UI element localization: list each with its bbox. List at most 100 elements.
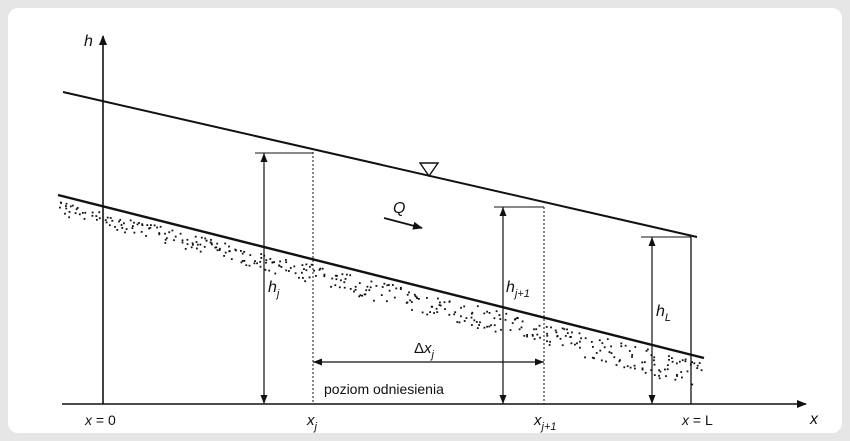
soil-dot xyxy=(305,269,308,272)
soil-dot xyxy=(365,289,368,292)
soil-dot xyxy=(453,313,456,316)
soil-dot xyxy=(564,335,567,337)
soil-dot xyxy=(570,336,572,338)
soil-dot xyxy=(81,212,84,214)
soil-dot xyxy=(349,288,352,290)
soil-dot xyxy=(65,205,67,207)
soil-dot xyxy=(218,249,221,251)
soil-dot xyxy=(241,260,244,262)
soil-dot xyxy=(619,359,621,361)
soil-dot xyxy=(301,264,304,266)
soil-dot xyxy=(196,247,198,250)
soil-dot xyxy=(196,243,199,246)
soil-dot xyxy=(359,294,362,297)
soil-dot xyxy=(554,329,557,332)
soil-dot xyxy=(68,211,71,213)
soil-dot xyxy=(628,350,631,352)
soil-dot xyxy=(418,298,420,300)
soil-dot xyxy=(111,219,114,222)
soil-dot xyxy=(538,324,541,327)
soil-dot xyxy=(369,286,372,289)
soil-dot xyxy=(303,268,305,270)
soil-dot xyxy=(304,280,306,283)
soil-dot xyxy=(334,274,337,277)
soil-dot xyxy=(273,261,275,263)
soil-dot xyxy=(69,205,72,208)
soil-dot xyxy=(259,261,262,263)
soil-dot xyxy=(298,276,300,279)
soil-dot xyxy=(693,362,696,365)
soil-dot xyxy=(580,337,582,340)
soil-dot xyxy=(321,267,324,270)
soil-dot xyxy=(301,271,303,274)
soil-dot xyxy=(606,338,609,340)
soil-dot xyxy=(623,366,626,369)
soil-dot xyxy=(465,317,468,319)
soil-dot xyxy=(323,275,326,278)
soil-dot xyxy=(370,280,373,283)
soil-dot xyxy=(158,233,161,236)
soil-dot xyxy=(308,276,311,279)
soil-dot xyxy=(274,272,277,275)
soil-dot xyxy=(184,248,187,250)
soil-dot xyxy=(293,265,296,268)
soil-dot xyxy=(476,327,479,329)
soil-dot xyxy=(550,326,552,329)
soil-dot xyxy=(145,235,147,237)
soil-dot xyxy=(241,252,244,255)
soil-dot xyxy=(486,310,488,313)
soil-dot xyxy=(109,217,112,219)
soil-dot xyxy=(278,264,281,267)
soil-dot xyxy=(671,360,674,363)
soil-dot xyxy=(571,331,573,334)
soil-dot xyxy=(91,214,94,217)
soil-dot xyxy=(456,321,459,323)
soil-dot xyxy=(696,367,699,369)
soil-dot xyxy=(214,246,217,249)
flow-label: Q xyxy=(393,200,405,217)
soil-dot xyxy=(335,278,338,281)
soil-dot xyxy=(344,278,347,280)
soil-dot xyxy=(444,308,446,310)
soil-dot xyxy=(592,346,594,348)
x-j-label: xj xyxy=(306,412,318,433)
soil-dot xyxy=(473,319,476,322)
soil-dot xyxy=(114,226,116,228)
soil-dot xyxy=(224,242,227,245)
soil-dot xyxy=(483,326,486,329)
soil-dot xyxy=(223,255,225,257)
flow-arrow-icon xyxy=(383,217,423,230)
soil-dot xyxy=(511,322,514,324)
soil-dot xyxy=(579,346,581,349)
soil-dot xyxy=(245,264,248,267)
soil-hatching xyxy=(59,201,703,386)
soil-dot xyxy=(566,328,568,331)
soil-dot xyxy=(319,267,322,270)
soil-dot xyxy=(471,311,474,314)
soil-dot xyxy=(643,361,646,363)
soil-dot xyxy=(526,335,528,338)
soil-dot xyxy=(680,371,683,373)
soil-dot xyxy=(119,218,122,221)
soil-dot xyxy=(318,268,321,271)
soil-dot xyxy=(65,207,68,210)
soil-dot xyxy=(395,287,398,290)
h-j-label: hj xyxy=(268,279,280,300)
soil-dot xyxy=(415,296,418,299)
soil-dot xyxy=(653,374,656,376)
soil-dot xyxy=(133,221,135,224)
soil-dot xyxy=(216,242,219,245)
soil-dot xyxy=(349,274,352,277)
soil-dot xyxy=(490,324,492,327)
soil-dot xyxy=(678,360,681,363)
soil-dot xyxy=(531,334,534,337)
soil-dot xyxy=(132,225,134,227)
soil-dot xyxy=(323,273,326,276)
soil-dot xyxy=(545,326,548,328)
soil-dot xyxy=(668,355,670,357)
soil-dot xyxy=(131,227,134,229)
soil-dot xyxy=(698,362,701,364)
soil-dot xyxy=(421,311,424,314)
soil-dot xyxy=(64,212,66,215)
soil-dot xyxy=(439,304,442,307)
